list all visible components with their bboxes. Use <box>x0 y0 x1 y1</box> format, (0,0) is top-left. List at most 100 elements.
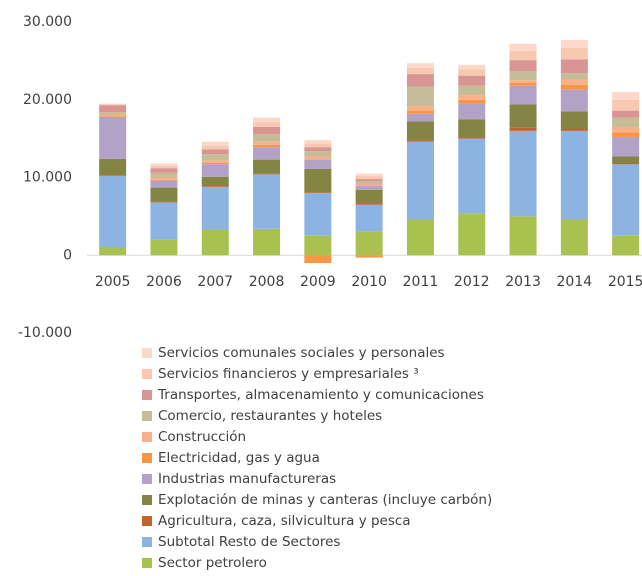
bar-segment <box>253 126 281 134</box>
bar-segment <box>355 203 383 205</box>
bar-segment <box>150 202 178 240</box>
bar-segment <box>509 130 537 217</box>
x-tick-label: 2010 <box>351 274 387 290</box>
bar-segment <box>406 67 434 75</box>
bar-segment <box>509 104 537 128</box>
bar-segment <box>560 89 588 112</box>
bar-segment <box>201 164 229 177</box>
bar-segment <box>560 130 588 220</box>
x-tick-label: 2008 <box>249 274 285 290</box>
bar-segment <box>304 192 332 194</box>
bar-segment <box>150 239 178 256</box>
bar-segment <box>355 231 383 256</box>
bar-segment <box>201 162 229 165</box>
legend-label: Servicios comunales sociales y personale… <box>158 345 445 361</box>
legend-label: Explotación de minas y canteras (incluye… <box>158 492 492 508</box>
bar-segment <box>304 235 332 256</box>
bar-segment <box>304 147 332 152</box>
bar-segment <box>304 159 332 169</box>
bar-segment <box>201 149 229 155</box>
bar-segment <box>612 156 640 164</box>
bar-segment <box>99 116 127 159</box>
bar-segment <box>458 99 486 104</box>
legend-swatch <box>142 432 152 442</box>
y-tick-label: 20.000 <box>23 92 72 108</box>
bar-segment <box>99 158 127 176</box>
bar-segment <box>509 82 537 86</box>
bar-segment <box>304 140 332 144</box>
bar-segment <box>253 141 281 145</box>
bar-segment <box>458 119 486 138</box>
legend-swatch <box>142 411 152 421</box>
bar-segment <box>509 216 537 256</box>
x-tick-label: 2009 <box>300 274 336 290</box>
legend-swatch <box>142 516 152 526</box>
bar-segment <box>150 168 178 173</box>
bar-segment <box>201 186 229 230</box>
x-tick-label: 2011 <box>403 274 439 290</box>
bar-segment <box>253 228 281 256</box>
bar-segment <box>99 247 127 256</box>
bar-segment <box>406 105 434 111</box>
bar-segment <box>99 116 127 117</box>
bar-segment <box>150 163 178 166</box>
bar-segment <box>560 111 588 129</box>
bar-segment <box>560 73 588 80</box>
bar-segment <box>201 186 229 187</box>
bar-segment <box>406 86 434 106</box>
bar-segment <box>355 173 383 176</box>
legend-label: Subtotal Resto de Sectores <box>158 534 340 550</box>
bar-segment <box>99 112 127 115</box>
bar-segment <box>355 186 383 190</box>
bar-segment <box>304 156 332 160</box>
legend-swatch <box>142 495 152 505</box>
bar-segment <box>560 79 588 85</box>
bar-segment <box>355 255 383 258</box>
bar-segment <box>355 179 383 182</box>
y-tick-label: 0 <box>63 247 72 263</box>
bar-segment <box>406 219 434 256</box>
bar-segment <box>253 133 281 142</box>
legend-swatch <box>142 558 152 568</box>
bar-segment <box>253 159 281 174</box>
bar-segment <box>406 74 434 87</box>
legend-label: Industrias manufactureras <box>158 471 336 487</box>
bar-segment <box>509 50 537 61</box>
legend-label: Sector petrolero <box>158 555 267 571</box>
legend-swatch <box>142 348 152 358</box>
legend-label: Comercio, restaurantes y hoteles <box>158 408 382 424</box>
bar-segment <box>560 128 588 131</box>
y-tick-label: 10.000 <box>23 170 72 186</box>
legend-swatch <box>142 474 152 484</box>
bar-segment <box>150 165 178 169</box>
bar-segment <box>509 127 537 131</box>
bar-segment <box>458 213 486 256</box>
legend-swatch <box>142 369 152 379</box>
bar-segment <box>560 219 588 256</box>
x-tick-label: 2006 <box>146 274 182 290</box>
bar-segment <box>253 147 281 160</box>
bar-segment <box>304 193 332 236</box>
bar-segment <box>355 175 383 180</box>
bar-segment <box>458 103 486 120</box>
bar-segment <box>201 154 229 161</box>
bar-segment <box>253 122 281 127</box>
bar-segment <box>560 84 588 90</box>
bar-segment <box>612 91 640 100</box>
bar-segment <box>99 103 127 105</box>
bar-segment <box>458 69 486 76</box>
bar-segment <box>201 160 229 163</box>
x-tick-label: 2015 <box>608 274 642 290</box>
bar-segment <box>150 179 178 181</box>
bar-segment <box>253 174 281 229</box>
bar-segment <box>253 173 281 175</box>
bar-segment <box>355 189 383 204</box>
bar-segment <box>150 180 178 188</box>
bar-segment <box>99 175 127 248</box>
bar-segment <box>509 80 537 83</box>
bar-segment <box>355 204 383 232</box>
bar-segment <box>99 105 127 113</box>
bar-segment <box>406 121 434 141</box>
legend-swatch <box>142 390 152 400</box>
bar-segment <box>612 117 640 127</box>
